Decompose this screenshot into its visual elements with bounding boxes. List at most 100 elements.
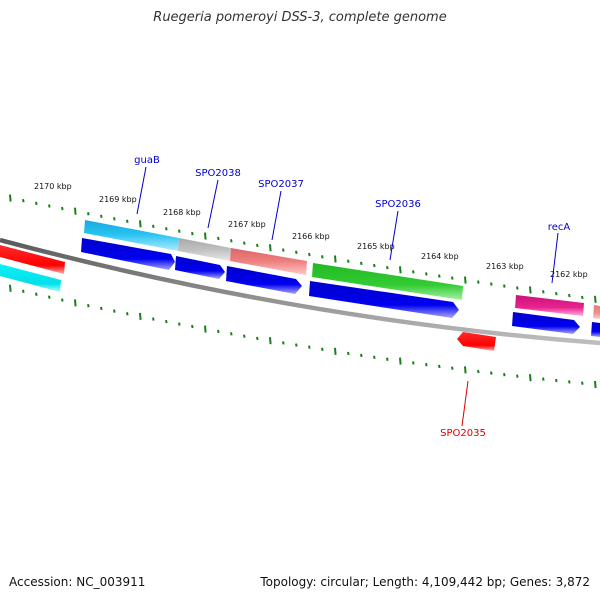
lower-ruler-tick [178,322,181,326]
lower-ruler-tick [373,355,376,360]
upper-ruler-tick [581,295,584,300]
lower-ruler-tick [269,337,272,345]
lower-ruler-tick [74,299,77,307]
lower-ruler-tick [126,312,129,316]
cds-arrow-spo2038[interactable] [175,256,225,279]
lower-ruler-tick [308,345,311,349]
lower-ruler-tick [230,332,233,336]
gene-label-guaB[interactable]: guaB [134,155,160,166]
lower-ruler-tick [139,312,142,321]
cds-arrow-spo2037[interactable] [226,266,302,294]
lower-ruler-tick [451,366,454,370]
gene-label-recA[interactable]: recA [548,222,571,233]
lower-ruler-tick [477,369,480,374]
upper-ruler-tick [594,295,597,303]
gene-label-spo2036[interactable]: SPO2036 [375,199,421,210]
lower-ruler-tick [334,347,337,355]
genome-summary-text: Topology: circular; Length: 4,109,442 bp… [260,575,590,589]
upper-ruler-ticks [9,194,597,303]
upper-ruler-tick [386,265,389,270]
lower-ruler-tick [282,341,285,345]
lower-ruler-tick [113,309,116,313]
gene-feature-recA[interactable] [515,295,584,316]
upper-ruler-tick [412,270,415,274]
cds-arrow-right-edge[interactable] [591,322,600,337]
gene-label-spo2038[interactable]: SPO2038 [195,168,241,179]
lower-ruler-tick [412,361,415,365]
upper-ruler-tick [22,199,25,203]
lower-ruler-tick [243,334,246,338]
lower-ruler-tick [100,306,103,311]
tick-label-2165: 2165 kbp [357,242,395,251]
lower-ruler-tick [9,284,12,292]
tick-label-2162: 2162 kbp [550,270,588,279]
upper-ruler-tick [503,284,506,288]
tick-label-2168: 2168 kbp [163,208,201,217]
gene-feature-spo2035[interactable] [457,332,496,351]
lower-ruler-tick [386,357,389,361]
upper-ruler-tick [555,292,558,296]
lower-ruler-tick [321,347,324,352]
upper-ruler-tick [35,201,38,206]
upper-ruler-tick [282,248,285,252]
upper-ruler-tick [425,272,428,276]
gene-feature-cyan-left[interactable] [0,264,61,292]
upper-ruler-tick [100,214,103,219]
upper-ruler-tick [230,239,233,243]
upper-ruler-tick [373,263,376,268]
tick-label-2170: 2170 kbp [34,182,72,191]
upper-ruler-tick [568,293,571,298]
upper-ruler-tick [74,207,77,215]
lower-ruler-tick [256,336,259,341]
accession-text: Accession: NC_003911 [9,575,146,589]
upper-ruler-tick [529,286,532,294]
tick-label-2164: 2164 kbp [421,252,459,261]
upper-ruler-tick [490,282,493,286]
lower-ruler-tick [360,353,363,358]
gene-label-spo2037[interactable]: SPO2037 [258,179,304,190]
tick-label-2169: 2169 kbp [99,195,137,204]
genome-backbone [0,237,600,346]
upper-ruler-tick [87,212,90,216]
lower-ruler-tick [295,343,298,347]
gene-feature-spo2037[interactable] [230,248,307,275]
leader-line-spo2035 [461,380,469,427]
lower-ruler-ticks [9,284,597,389]
gene-feature-pink-right[interactable] [593,305,600,319]
lower-ruler-tick [568,380,571,384]
cds-arrow-guaB[interactable] [81,238,175,270]
leader-line-spo2038 [207,179,219,229]
upper-ruler-tick [464,276,467,284]
gene-feature-red-left[interactable] [0,245,65,274]
lower-ruler-tick [516,374,519,378]
leader-line-spo2037 [271,190,282,241]
gene-label-spo2035[interactable]: SPO2035 [440,428,486,439]
gene-feature-spo2038-grey[interactable] [178,238,231,261]
lower-ruler-tick [555,378,558,383]
lower-ruler-tick [347,351,350,356]
upper-ruler-tick [61,206,64,211]
upper-ruler-tick [269,244,272,252]
upper-ruler-tick [295,250,298,255]
lower-ruler-tick [594,380,597,389]
lower-ruler-tick [35,292,38,296]
lower-ruler-tick [48,295,51,299]
gene-feature-spo2036[interactable] [312,263,463,300]
upper-ruler-tick [542,290,545,294]
cds-arrow-recA[interactable] [512,312,580,334]
leader-line-guaB [136,166,147,215]
lower-ruler-tick [490,371,493,375]
upper-ruler-tick [126,219,129,224]
tick-label-2167: 2167 kbp [228,220,266,229]
tick-label-2166: 2166 kbp [292,232,330,241]
upper-ruler-tick [165,227,168,231]
upper-ruler-tick [347,259,350,263]
gene-feature-guaB[interactable] [84,220,179,251]
lower-ruler-tick [217,329,220,334]
cds-arrow-spo2036[interactable] [309,281,459,318]
upper-ruler-tick [438,274,441,278]
lower-ruler-tick [503,372,506,377]
upper-ruler-tick [152,224,155,229]
